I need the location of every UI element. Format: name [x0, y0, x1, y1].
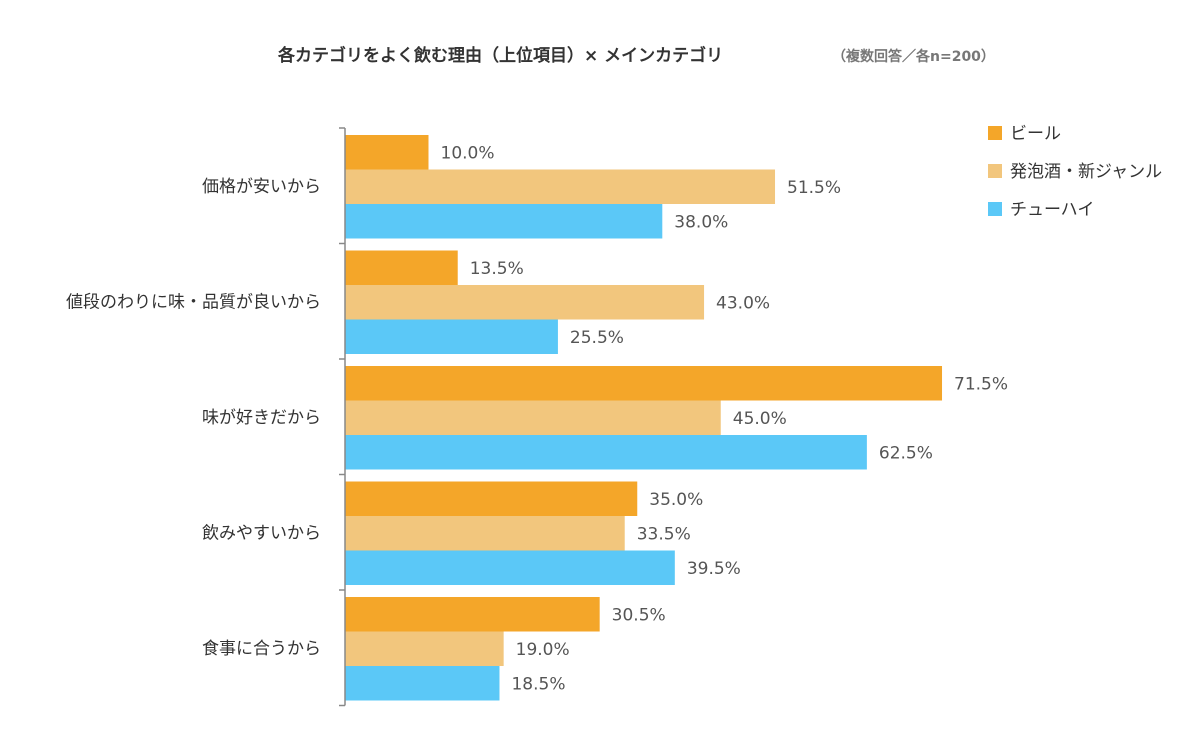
bar-value-label: 62.5% [879, 443, 933, 463]
bar-value-label: 10.0% [441, 143, 495, 163]
bars-group [345, 135, 943, 701]
bar-value-label: 43.0% [716, 293, 770, 313]
bar-2-2 [345, 435, 867, 470]
bar-value-label: 30.5% [612, 605, 666, 625]
value-labels-group: 10.0% 51.5% 38.0% 13.5% 43.0% 25.5% 71.5% 45.0%… [441, 143, 1009, 694]
bar-0-0 [345, 135, 429, 170]
bar-4-1 [345, 631, 504, 666]
bar-value-label: 25.5% [570, 328, 624, 348]
legend-swatch [988, 126, 1002, 140]
bar-2-0 [345, 366, 943, 401]
bar-value-label: 18.5% [511, 674, 565, 694]
category-label: 値段のわりに味・品質が良いから [66, 292, 321, 312]
category-label: 味が好きだから [202, 408, 321, 428]
bar-value-label: 38.0% [674, 212, 728, 232]
bar-value-label: 33.5% [637, 524, 691, 544]
bar-4-2 [345, 666, 500, 701]
category-label: 飲みやすいから [202, 523, 321, 543]
bar-2-1 [345, 400, 721, 435]
legend-label: チューハイ [1010, 200, 1094, 220]
chart-title: 各カテゴリをよく飲む理由（上位項目）× メインカテゴリ [277, 45, 723, 66]
bar-value-label: 13.5% [470, 259, 524, 279]
category-label: 価格が安いから [202, 177, 321, 197]
bar-value-label: 45.0% [733, 409, 787, 429]
bar-1-0 [345, 250, 458, 285]
category-axis [339, 127, 346, 707]
legend-label: 発泡酒・新ジャンル [1010, 162, 1162, 182]
bar-value-label: 35.0% [649, 490, 703, 510]
category-labels-group: 価格が安いから値段のわりに味・品質が良いから味が好きだから飲みやすいから食事に合… [66, 177, 321, 659]
legend-swatch [988, 164, 1002, 178]
chart-subtitle: （複数回答／各n=200） [832, 48, 995, 65]
bar-value-label: 51.5% [787, 178, 841, 198]
bar-4-0 [345, 597, 600, 632]
bar-value-label: 71.5% [954, 374, 1008, 394]
bar-value-label: 19.0% [516, 640, 570, 660]
bar-3-2 [345, 550, 675, 585]
category-label: 食事に合うから [202, 639, 321, 659]
bar-0-1 [345, 169, 776, 204]
legend-swatch [988, 202, 1002, 216]
bar-3-0 [345, 481, 638, 516]
bar-1-2 [345, 319, 558, 354]
bar-3-1 [345, 516, 625, 551]
legend-label: ビール [1010, 124, 1061, 144]
bar-1-1 [345, 285, 705, 320]
bar-0-2 [345, 204, 663, 239]
bar-value-label: 39.5% [687, 559, 741, 579]
